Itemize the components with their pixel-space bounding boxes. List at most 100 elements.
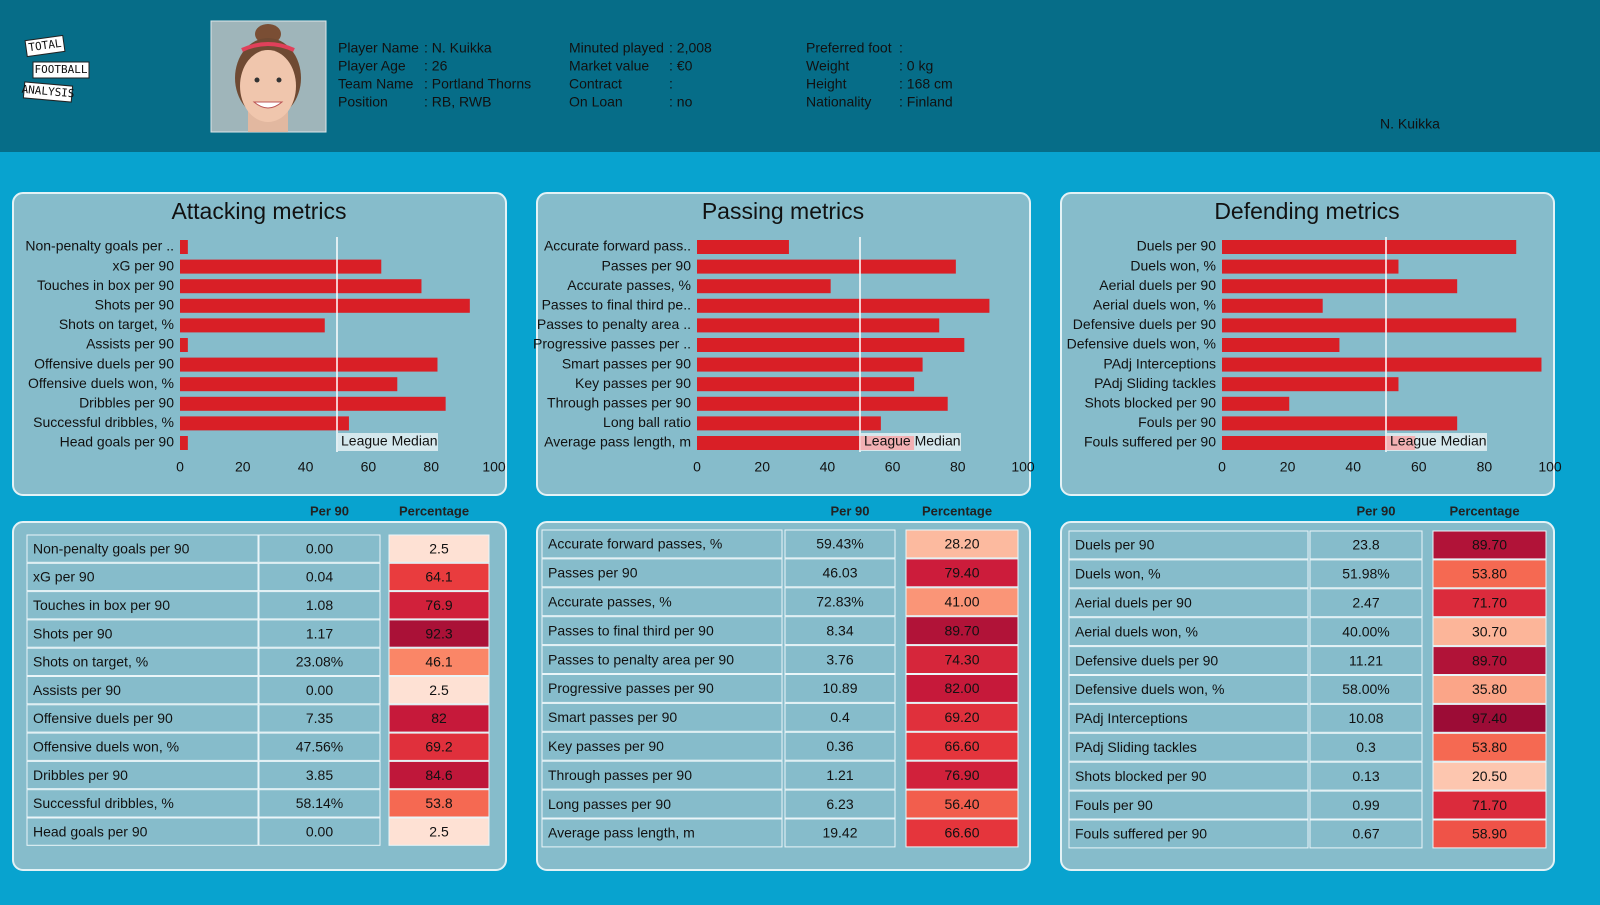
cell-text: Long passes per 90 xyxy=(548,796,671,812)
cell-text: Key passes per 90 xyxy=(548,738,664,754)
bar xyxy=(180,298,470,313)
info-label: On Loan xyxy=(569,94,623,110)
table-cell xyxy=(1432,819,1547,849)
cell-text: 2.5 xyxy=(429,823,449,839)
info-label: Minuted played xyxy=(569,40,664,56)
table-cell xyxy=(388,591,490,620)
table-cell xyxy=(1432,790,1547,820)
bar xyxy=(1222,357,1542,372)
cell-text: 71.70 xyxy=(1472,797,1507,813)
info-label: Market value xyxy=(569,58,649,74)
cell-text: Duels won, % xyxy=(1075,566,1161,582)
table-cell xyxy=(258,562,381,592)
cell-text: 66.60 xyxy=(944,825,979,841)
cell-text: Defensive duels won, % xyxy=(1075,681,1224,697)
cell-text: Offensive duels per 90 xyxy=(33,710,173,726)
cell-text: Offensive duels won, % xyxy=(33,738,179,754)
cell-text: 1.08 xyxy=(306,597,333,613)
logo-text: FOOTBALL xyxy=(35,63,88,76)
table-cell xyxy=(258,732,381,761)
table-cell xyxy=(388,760,490,790)
table-cell xyxy=(784,616,896,646)
info-value: : 0 kg xyxy=(899,58,933,74)
table-cell xyxy=(26,591,259,620)
table-cell xyxy=(388,647,490,677)
table-cell xyxy=(784,702,896,732)
bar xyxy=(1222,279,1458,294)
bar-label: Head goals per 90 xyxy=(60,434,175,450)
cell-text: Smart passes per 90 xyxy=(548,709,677,725)
table-cell xyxy=(1068,530,1309,560)
x-tick-label: 40 xyxy=(298,459,314,475)
chart-title: Passing metrics xyxy=(702,198,864,224)
table-cell xyxy=(26,534,259,563)
info-value: : N. Kuikka xyxy=(424,40,492,56)
table-cell xyxy=(258,591,381,620)
logo-box xyxy=(22,81,74,103)
table-cell xyxy=(1309,559,1423,589)
info-value: : RB, RWB xyxy=(424,94,491,110)
info-label: Player Age xyxy=(338,58,406,74)
table-cell xyxy=(541,645,783,674)
table-cell xyxy=(1309,732,1423,762)
table-cell xyxy=(1068,617,1309,647)
table-cell xyxy=(541,760,783,790)
cell-text: Accurate passes, % xyxy=(548,593,672,609)
table-cell xyxy=(905,818,1019,848)
chart-panel xyxy=(12,192,507,496)
cell-text: 1.21 xyxy=(826,767,853,783)
table-cell xyxy=(541,789,783,819)
cell-text: Defensive duels per 90 xyxy=(1075,652,1218,668)
cell-text: 97.40 xyxy=(1472,710,1507,726)
info-label: Preferred foot xyxy=(806,40,892,56)
cell-text: 66.60 xyxy=(944,738,979,754)
cell-text: 58.00% xyxy=(1342,681,1389,697)
table-cell xyxy=(1068,703,1309,733)
bar xyxy=(180,338,188,352)
bar-label: Shots per 90 xyxy=(95,297,175,313)
table-cell xyxy=(905,616,1019,646)
bar xyxy=(180,279,422,294)
cell-text: 84.6 xyxy=(425,767,452,783)
table-cell xyxy=(1432,530,1547,560)
bar-label: Fouls per 90 xyxy=(1138,414,1216,430)
cell-text: Aerial duels won, % xyxy=(1075,623,1198,639)
cell-text: 0.13 xyxy=(1352,768,1379,784)
table-cell xyxy=(1068,761,1309,791)
cell-text: 35.80 xyxy=(1472,681,1507,697)
player-photo xyxy=(210,20,327,133)
table-cell xyxy=(1309,703,1423,733)
logo-box xyxy=(32,61,90,79)
cell-text: Successful dribbles, % xyxy=(33,795,174,811)
cell-text: 69.2 xyxy=(425,738,452,754)
bar xyxy=(1222,240,1517,254)
cell-text: 3.76 xyxy=(826,651,853,667)
table-cell xyxy=(258,760,381,790)
cell-text: xG per 90 xyxy=(33,569,95,585)
x-tick-label: 60 xyxy=(1411,459,1427,475)
column-header: Per 90 xyxy=(310,503,349,518)
cell-text: 82 xyxy=(431,710,447,726)
bar-label: Accurate forward pass.. xyxy=(544,238,691,254)
table-cell xyxy=(541,587,783,617)
cell-text: 8.34 xyxy=(826,622,853,638)
table-cell xyxy=(26,647,259,677)
table-cell xyxy=(388,619,490,648)
cell-text: 0.3 xyxy=(1356,739,1376,755)
table-cell xyxy=(905,587,1019,617)
table-cell xyxy=(1068,646,1309,675)
table-cell xyxy=(388,562,490,592)
cell-text: 3.85 xyxy=(306,767,333,783)
cell-text: 46.03 xyxy=(822,565,857,581)
cell-text: Dribbles per 90 xyxy=(33,767,128,783)
cell-text: Fouls suffered per 90 xyxy=(1075,826,1207,842)
table-cell xyxy=(26,760,259,790)
table-cell xyxy=(1309,530,1423,560)
table-cell xyxy=(1432,703,1547,733)
bar-label: Aerial duels won, % xyxy=(1093,297,1216,313)
table-cell xyxy=(784,818,896,848)
table-cell xyxy=(1068,819,1309,849)
bar xyxy=(1222,298,1323,313)
bar-label: Touches in box per 90 xyxy=(37,277,174,293)
cell-text: 82.00 xyxy=(944,680,979,696)
